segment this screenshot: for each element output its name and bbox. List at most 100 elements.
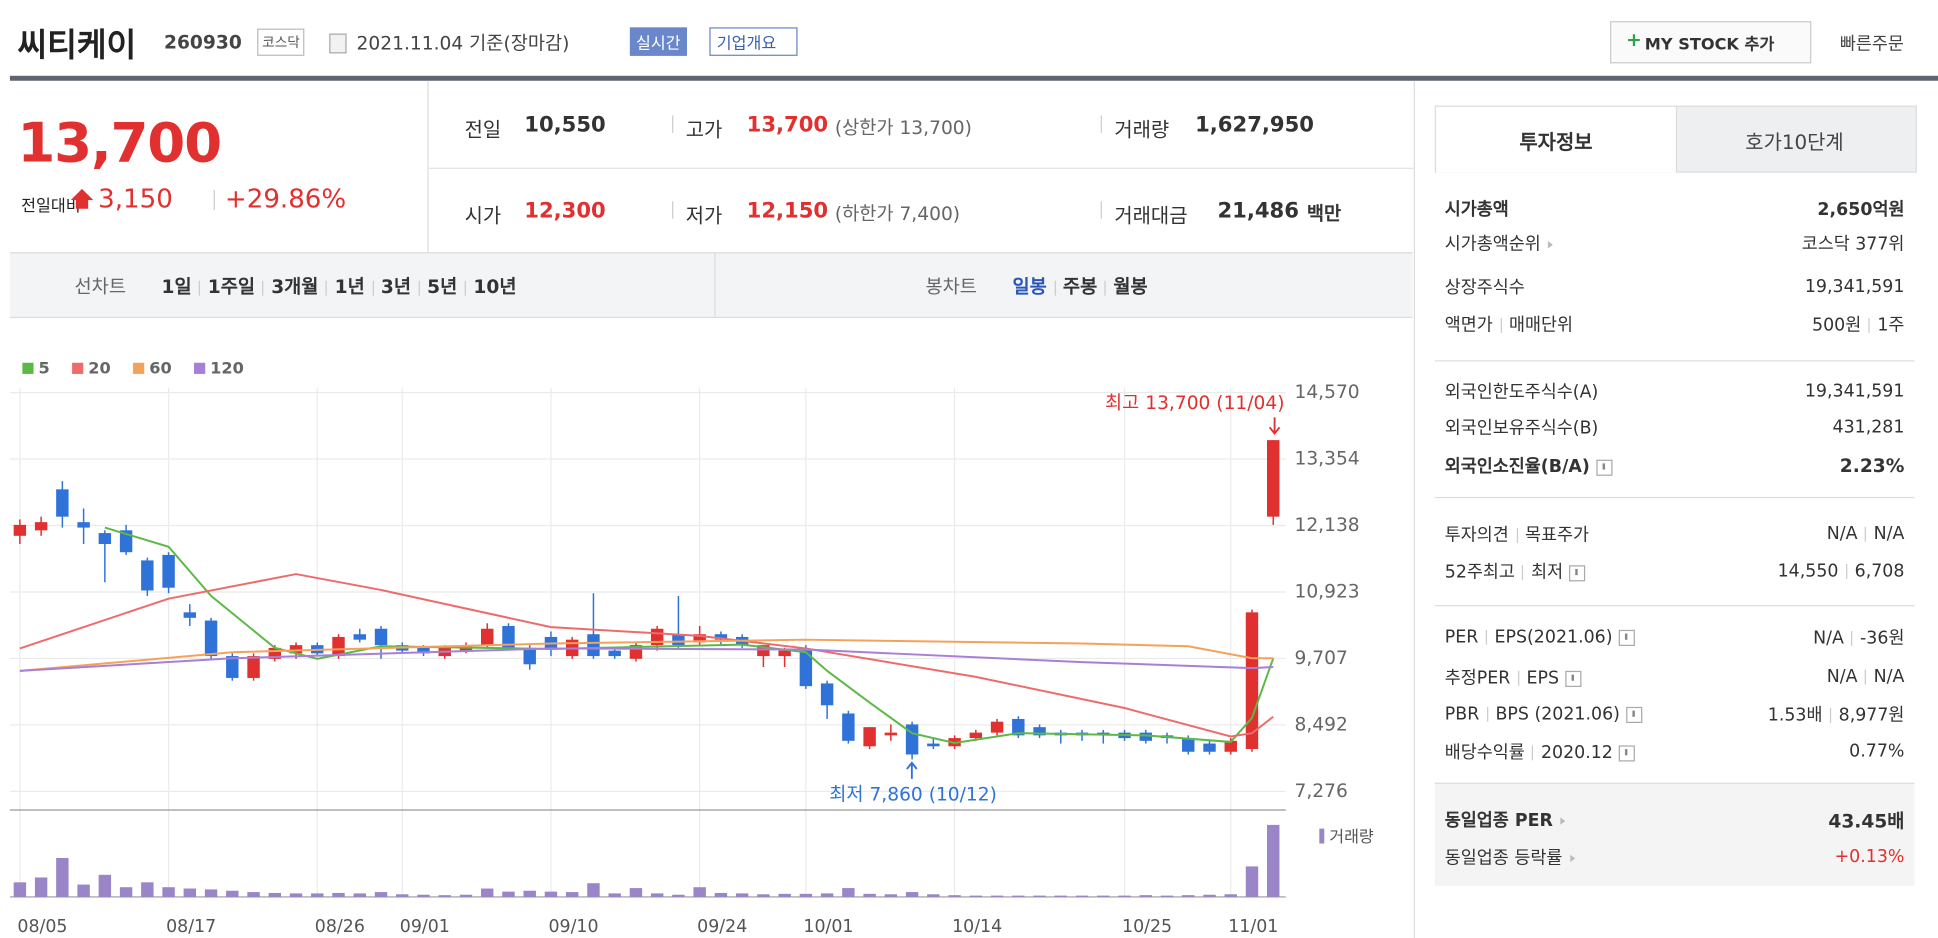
- separator: [1100, 115, 1102, 133]
- label: 동일업종 등락률: [1444, 848, 1563, 869]
- volume-bar: [1267, 824, 1280, 897]
- volume-bar: [204, 889, 218, 897]
- tab[interactable]: 1일: [161, 275, 192, 299]
- up-icon: [70, 188, 94, 209]
- legend-swatch: [72, 362, 84, 374]
- realtime-button[interactable]: 실시간: [629, 27, 687, 56]
- volume-bar: [757, 894, 770, 897]
- label: 2020.12: [1540, 742, 1613, 763]
- tab[interactable]: 월봉: [1113, 275, 1148, 299]
- volume-bar: [481, 888, 494, 897]
- value: 43.45배: [1828, 809, 1905, 832]
- tab[interactable]: 10년: [473, 275, 517, 299]
- volume-bar: [990, 895, 1004, 897]
- tab-label[interactable]: 호가10단계: [1745, 130, 1844, 155]
- y-tick-label: 12,138: [1294, 515, 1359, 536]
- candle-body: [1267, 440, 1280, 517]
- volume-bar: [183, 888, 197, 897]
- tab[interactable]: 일봉: [1012, 275, 1047, 299]
- tab[interactable]: 5년: [427, 275, 458, 299]
- base-date: 2021.11.04 기준(장마감): [356, 32, 570, 55]
- sector-box: [1434, 782, 1915, 886]
- mystock-button[interactable]: [1610, 21, 1812, 64]
- value: N/A: [1873, 667, 1905, 687]
- candle-body: [183, 612, 197, 618]
- value: N/A: [1826, 667, 1858, 687]
- candle-body: [332, 636, 345, 657]
- volume-bar: [948, 895, 961, 897]
- tab[interactable]: 3년: [380, 275, 412, 299]
- volume-bar: [1033, 895, 1046, 897]
- ma-line: [19, 573, 1274, 738]
- tab[interactable]: 1주일: [207, 275, 256, 299]
- candle-body: [502, 626, 515, 648]
- value: 8,977원: [1838, 705, 1905, 726]
- value: 19,341,591: [1804, 381, 1905, 402]
- x-tick-label: 10/14: [952, 917, 1002, 937]
- candle-body: [56, 489, 69, 517]
- candle-body: [990, 721, 1004, 733]
- value: 12,300: [524, 198, 606, 224]
- header-rule: [9, 75, 1938, 81]
- volume-bar: [523, 890, 536, 897]
- change-rate: +29.86%: [224, 183, 347, 214]
- label: PER: [1444, 627, 1479, 648]
- volume-bar: [77, 884, 90, 897]
- label: 고가: [685, 118, 723, 142]
- value: 0.77%: [1849, 741, 1905, 762]
- label: 외국인한도주식수(A): [1444, 382, 1599, 403]
- candle-body: [799, 650, 813, 687]
- ma-line: [19, 647, 1274, 672]
- candle-body: [1139, 732, 1152, 741]
- label: 저가: [685, 203, 723, 228]
- volume-bar: [332, 892, 345, 897]
- volume-bar: [459, 894, 473, 897]
- chart-tab-bar: [9, 252, 1413, 319]
- x-tick-label: 08/26: [315, 917, 365, 937]
- candle-body: [927, 743, 940, 747]
- legend-label: 20: [88, 358, 110, 377]
- volume-bar: [714, 892, 728, 897]
- legend-label: 5: [39, 358, 50, 377]
- quick-order[interactable]: 빠른주문: [1839, 34, 1904, 55]
- y-tick-label: 13,354: [1294, 449, 1359, 470]
- value: N/A: [1813, 628, 1844, 649]
- candle-body: [1033, 727, 1046, 736]
- candle-body: [417, 647, 430, 654]
- value: 500원: [1812, 315, 1862, 336]
- legend-label: 120: [210, 358, 244, 377]
- chart: 14,570 13,354 12,138 10,923 9,707 8,492 7,276 0…: [9, 358, 1374, 937]
- value: 2,650억원: [1817, 200, 1905, 220]
- x-tick-label: 08/17: [166, 917, 216, 937]
- value: +0.13%: [1834, 847, 1905, 868]
- label: 동일업종 PER: [1444, 811, 1553, 832]
- market-badge: 코스닥: [257, 28, 305, 56]
- candle-body: [1224, 740, 1237, 752]
- rule: [1434, 496, 1915, 499]
- tab-label[interactable]: 투자정보: [1519, 130, 1593, 155]
- x-tick-label: 09/10: [548, 917, 598, 937]
- candle-body: [608, 650, 621, 657]
- mystock-label[interactable]: MY STOCK 추가: [1644, 36, 1775, 55]
- candle-body: [714, 634, 728, 640]
- tab[interactable]: 주봉: [1062, 275, 1098, 299]
- legend-swatch: [133, 362, 145, 374]
- limit: (하한가 7,400): [834, 202, 961, 225]
- volume-bar: [735, 893, 749, 897]
- y-tick-label: 10,923: [1294, 581, 1359, 602]
- label: 액면가: [1444, 315, 1493, 336]
- tab[interactable]: 3개월: [271, 275, 319, 299]
- volume-bar: [693, 887, 706, 897]
- plus-icon: +: [1626, 28, 1642, 51]
- active-tab: [1434, 105, 1678, 173]
- company-info-button[interactable]: 기업개요: [709, 27, 798, 56]
- change-label: 전일대비: [21, 197, 81, 217]
- x-tick-label: 09/24: [697, 917, 747, 937]
- candle-body: [77, 522, 90, 528]
- candle-body: [353, 634, 366, 640]
- volume-bar: [820, 893, 834, 897]
- separator: [325, 280, 328, 296]
- tab[interactable]: 1년: [334, 275, 365, 299]
- candle-body: [842, 713, 855, 741]
- volume-bar: [119, 887, 133, 897]
